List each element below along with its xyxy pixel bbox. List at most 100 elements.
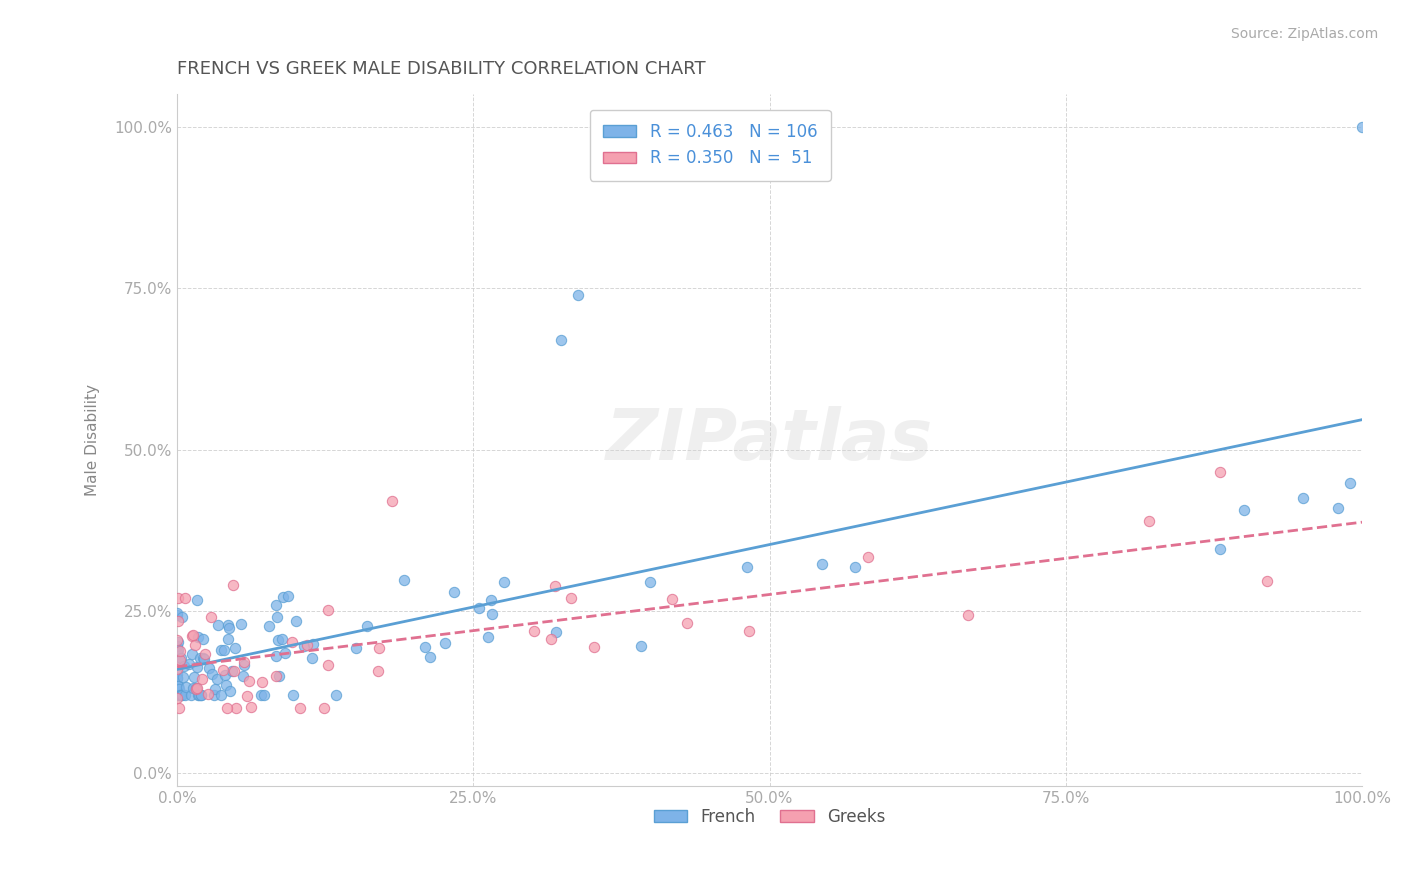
Greeks: [181, 628, 204, 642]
Greeks: [166, 591, 188, 606]
Greeks: [367, 641, 389, 656]
Greeks: [225, 701, 247, 715]
Text: FRENCH VS GREEK MALE DISABILITY CORRELATION CHART: FRENCH VS GREEK MALE DISABILITY CORRELAT…: [177, 60, 706, 78]
French: [184, 681, 207, 695]
French: [1351, 120, 1374, 134]
Greeks: [235, 690, 257, 704]
French: [167, 679, 190, 693]
Greeks: [222, 664, 245, 678]
French: [180, 689, 202, 703]
Greeks: [250, 674, 273, 689]
French: [392, 573, 415, 587]
French: [187, 630, 209, 644]
French: [292, 639, 315, 653]
Greeks: [738, 624, 761, 638]
French: [811, 557, 834, 571]
French: [735, 560, 758, 574]
French: [167, 682, 190, 697]
Greeks: [217, 701, 239, 715]
Greeks: [264, 669, 287, 683]
French: [169, 689, 191, 703]
French: [434, 636, 457, 650]
French: [546, 625, 568, 640]
French: [481, 592, 503, 607]
French: [172, 669, 194, 683]
French: [264, 648, 287, 663]
Greeks: [233, 655, 256, 669]
French: [218, 683, 240, 698]
French: [250, 688, 273, 702]
Greeks: [167, 614, 190, 628]
French: [191, 651, 214, 665]
French: [193, 652, 215, 666]
French: [167, 654, 190, 668]
Greeks: [180, 628, 202, 642]
French: [181, 681, 204, 696]
French: [259, 618, 281, 632]
French: [166, 608, 188, 623]
French: [167, 679, 190, 693]
Greeks: [200, 610, 222, 624]
French: [567, 287, 589, 301]
Greeks: [174, 591, 197, 605]
French: [443, 584, 465, 599]
French: [173, 689, 195, 703]
French: [218, 621, 240, 635]
Greeks: [166, 690, 188, 705]
Legend: French, Greeks: French, Greeks: [647, 801, 893, 833]
French: [169, 650, 191, 665]
French: [166, 671, 188, 685]
Greeks: [560, 591, 582, 606]
Greeks: [858, 550, 880, 565]
French: [1327, 501, 1350, 516]
French: [190, 689, 212, 703]
French: [271, 632, 294, 647]
French: [217, 617, 239, 632]
French: [166, 640, 188, 654]
Text: ZIPatlas: ZIPatlas: [606, 406, 934, 475]
Greeks: [318, 603, 340, 617]
French: [253, 689, 276, 703]
Text: Source: ZipAtlas.com: Source: ZipAtlas.com: [1230, 27, 1378, 41]
French: [166, 679, 188, 693]
French: [492, 574, 515, 589]
French: [468, 601, 491, 615]
Greeks: [661, 592, 683, 607]
Greeks: [1256, 574, 1278, 588]
Greeks: [222, 578, 245, 592]
Greeks: [367, 665, 389, 679]
French: [267, 633, 290, 648]
Greeks: [184, 682, 207, 697]
French: [477, 631, 499, 645]
French: [550, 333, 572, 347]
Greeks: [239, 699, 262, 714]
French: [167, 689, 190, 703]
French: [186, 659, 208, 673]
French: [170, 689, 193, 703]
Greeks: [194, 647, 217, 661]
French: [283, 689, 305, 703]
Greeks: [1209, 465, 1232, 479]
French: [180, 647, 202, 661]
French: [301, 651, 323, 665]
French: [191, 632, 214, 646]
Greeks: [191, 672, 214, 686]
Greeks: [957, 608, 980, 623]
Y-axis label: Male Disability: Male Disability: [86, 384, 100, 496]
Greeks: [1137, 514, 1160, 528]
French: [202, 689, 225, 703]
Greeks: [281, 635, 304, 649]
French: [266, 610, 288, 624]
Greeks: [212, 663, 235, 677]
French: [273, 591, 295, 605]
French: [170, 689, 193, 703]
Greeks: [166, 632, 188, 647]
Greeks: [166, 662, 188, 676]
French: [277, 589, 299, 603]
French: [190, 689, 212, 703]
French: [201, 667, 224, 681]
French: [187, 689, 209, 703]
French: [167, 689, 190, 703]
Greeks: [540, 632, 562, 646]
Greeks: [544, 579, 567, 593]
